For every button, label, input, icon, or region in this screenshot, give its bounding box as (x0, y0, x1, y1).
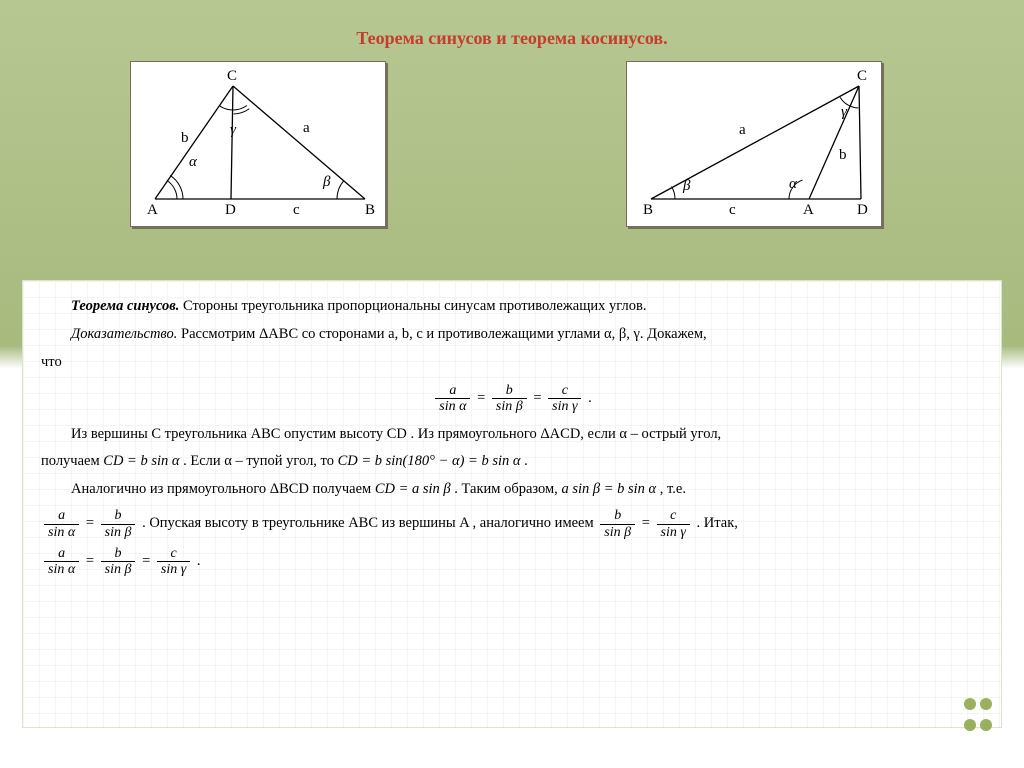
main-equation: asin α = bsin β = csin γ . (41, 383, 983, 415)
svg-text:β: β (322, 174, 331, 190)
svg-text:b: b (181, 130, 189, 146)
svg-text:a: a (303, 120, 310, 136)
eq-asbs: a sin β = b sin α (561, 481, 656, 497)
diagram-obtuse: BADCabcαβγ (626, 61, 882, 227)
proof-line-2c: . Если α – тупой угол, то (183, 453, 337, 469)
svg-text:b: b (839, 147, 847, 163)
proof-line-1b: что (41, 354, 62, 370)
svg-text:C: C (857, 68, 867, 84)
svg-text:a: a (739, 122, 746, 138)
proof-label: Доказательство. (71, 326, 177, 342)
proof-text: Теорема синусов. Стороны треугольника пр… (22, 280, 1002, 728)
page-title: Теорема синусов и теорема косинусов. (0, 0, 1024, 49)
svg-text:B: B (643, 202, 653, 218)
proof-line-3c: , т.е. (660, 481, 686, 497)
svg-text:A: A (147, 202, 158, 218)
proof-line-3a: Аналогично из прямоугольного ΔBCD получа… (71, 481, 375, 497)
proof-line-2a: Из вершины C треугольника ABC опустим вы… (71, 426, 721, 442)
proof-line-2b: получаем (41, 453, 103, 469)
svg-text:D: D (857, 202, 868, 218)
proof-line-4a: . Опуская высоту в треугольнике ABC из в… (142, 516, 597, 532)
eq-cd3: CD = a sin β (375, 481, 451, 497)
eq-cd2: CD = b sin(180° − α) = b sin α (338, 453, 521, 469)
theorem-statement: Стороны треугольника пропорциональны син… (179, 298, 646, 314)
svg-text:c: c (729, 202, 736, 218)
proof-line-1a: Рассмотрим ΔABC со сторонами a, b, c и п… (177, 326, 706, 342)
diagrams-row: A B C Da b c α β γ B A D Ca b c α β γ (0, 49, 1024, 227)
svg-text:D: D (225, 202, 236, 218)
diagram-acute: A B C Da b c α β γ (130, 61, 386, 227)
proof-line-3b: . Таким образом, (454, 481, 561, 497)
svg-text:C: C (227, 68, 237, 84)
eq-cd1: CD = b sin α (103, 453, 179, 469)
svg-text:β: β (682, 178, 691, 194)
proof-line-4b: . Итак, (697, 516, 738, 532)
svg-text:α: α (789, 176, 798, 192)
theorem-name: Теорема синусов. (71, 298, 179, 314)
svg-text:B: B (365, 202, 375, 218)
svg-text:A: A (803, 202, 814, 218)
decoration-dots (962, 696, 994, 738)
svg-text:α: α (189, 154, 198, 170)
svg-text:γ: γ (230, 122, 237, 138)
svg-text:c: c (293, 202, 300, 218)
